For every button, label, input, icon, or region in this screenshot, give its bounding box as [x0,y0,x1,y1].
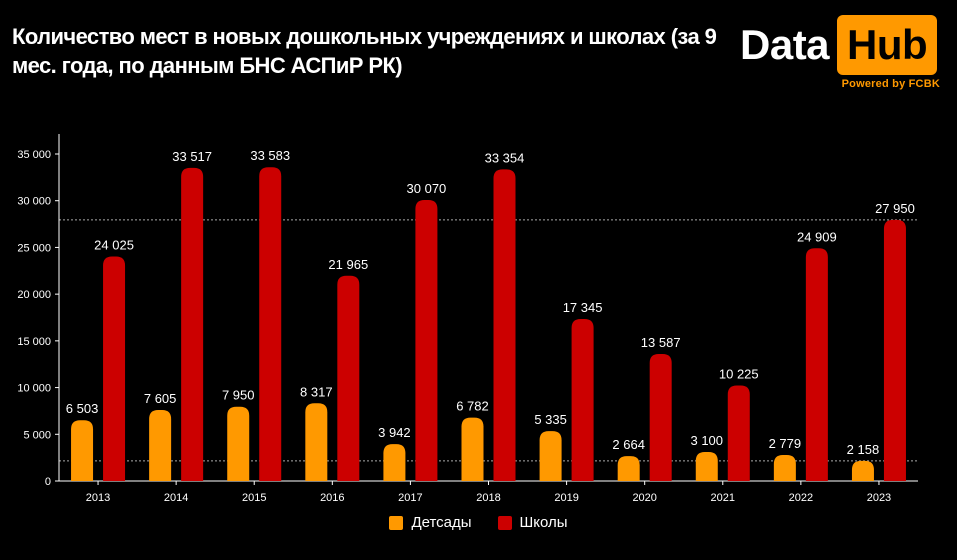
data-label: 24 909 [797,229,837,244]
x-tick-label: 2019 [554,492,578,504]
data-label: 2 664 [612,437,645,452]
x-tick-label: 2013 [86,492,110,504]
bar-schools [883,219,906,482]
data-label: 6 503 [66,401,99,416]
x-tick-label: 2021 [711,492,735,504]
legend-item-kindergartens: Детсады [389,514,472,531]
bar-schools [493,169,516,481]
x-tick-label: 2023 [867,492,891,504]
x-tick-label: 2015 [242,492,266,504]
legend-swatch-kindergartens [389,515,404,530]
chart-legend: Детсады Школы [0,514,957,531]
bar-kindergartens [617,456,640,481]
data-label: 3 942 [378,425,411,440]
bar-kindergartens [305,403,328,481]
bar-schools [259,167,282,481]
chart-title: Количество мест в новых дошкольных учреж… [12,24,717,78]
legend-label-kindergartens: Детсады [411,514,472,531]
x-tick-label: 2017 [398,492,422,504]
data-label: 21 965 [328,257,368,272]
bar-kindergartens [461,417,484,481]
x-tick-label: 2018 [476,492,500,504]
y-tick-label: 10 000 [17,383,51,395]
bar-schools [805,248,828,481]
data-label: 33 517 [172,149,212,164]
data-label: 7 950 [222,388,255,403]
data-label: 27 950 [875,201,915,216]
data-label: 5 335 [534,412,567,427]
x-tick-label: 2016 [320,492,344,504]
data-label: 30 070 [407,181,447,196]
x-tick-label: 2014 [164,492,188,504]
y-tick-label: 25 000 [17,242,51,254]
y-tick-label: 15 000 [17,336,51,348]
y-tick-label: 20 000 [17,289,51,301]
data-label: 2 779 [769,436,802,451]
bar-kindergartens [773,455,796,481]
data-label: 8 317 [300,384,333,399]
bar-chart: 0 5 000 10 000 15 000 20 000 25 000 30 000 35 0… [17,134,918,504]
data-label: 33 354 [485,150,525,165]
bar-kindergartens [539,431,562,481]
x-tick-label: 2022 [789,492,813,504]
x-tick-label: 2020 [632,492,656,504]
bar-schools [181,167,204,481]
data-label: 7 605 [144,391,177,406]
bar-schools [415,200,438,481]
logo-powered-by: Powered by FCBK [841,78,940,90]
y-tick-label: 5 000 [23,429,51,441]
bar-schools [103,256,126,481]
bar-kindergartens [695,452,718,481]
legend-item-schools: Школы [497,514,568,531]
logo-hub-text: Hub [837,15,938,75]
bar-kindergartens [71,420,94,481]
data-label: 24 025 [94,238,134,253]
data-label: 17 345 [563,300,603,315]
data-label: 33 583 [250,148,290,163]
bar-kindergartens [227,406,250,481]
bar-kindergartens [851,460,874,481]
bar-schools [727,385,750,481]
datahub-logo: Data Hub Powered by FCBK [740,14,940,96]
bar-kindergartens [149,409,172,481]
bar-schools [649,354,672,481]
legend-label-schools: Школы [519,514,568,531]
bar-schools [571,318,594,481]
y-tick-label: 0 [45,476,51,488]
bar-kindergartens [383,444,406,481]
bar-schools [337,275,360,481]
data-label: 13 587 [641,335,681,350]
y-tick-label: 35 000 [17,149,51,161]
data-label: 10 225 [719,366,759,381]
data-label: 2 158 [847,442,880,457]
legend-swatch-schools [497,515,512,530]
data-label: 3 100 [690,433,723,448]
logo-data-text: Data [740,21,830,68]
data-label: 6 782 [456,399,489,414]
y-tick-label: 30 000 [17,196,51,208]
